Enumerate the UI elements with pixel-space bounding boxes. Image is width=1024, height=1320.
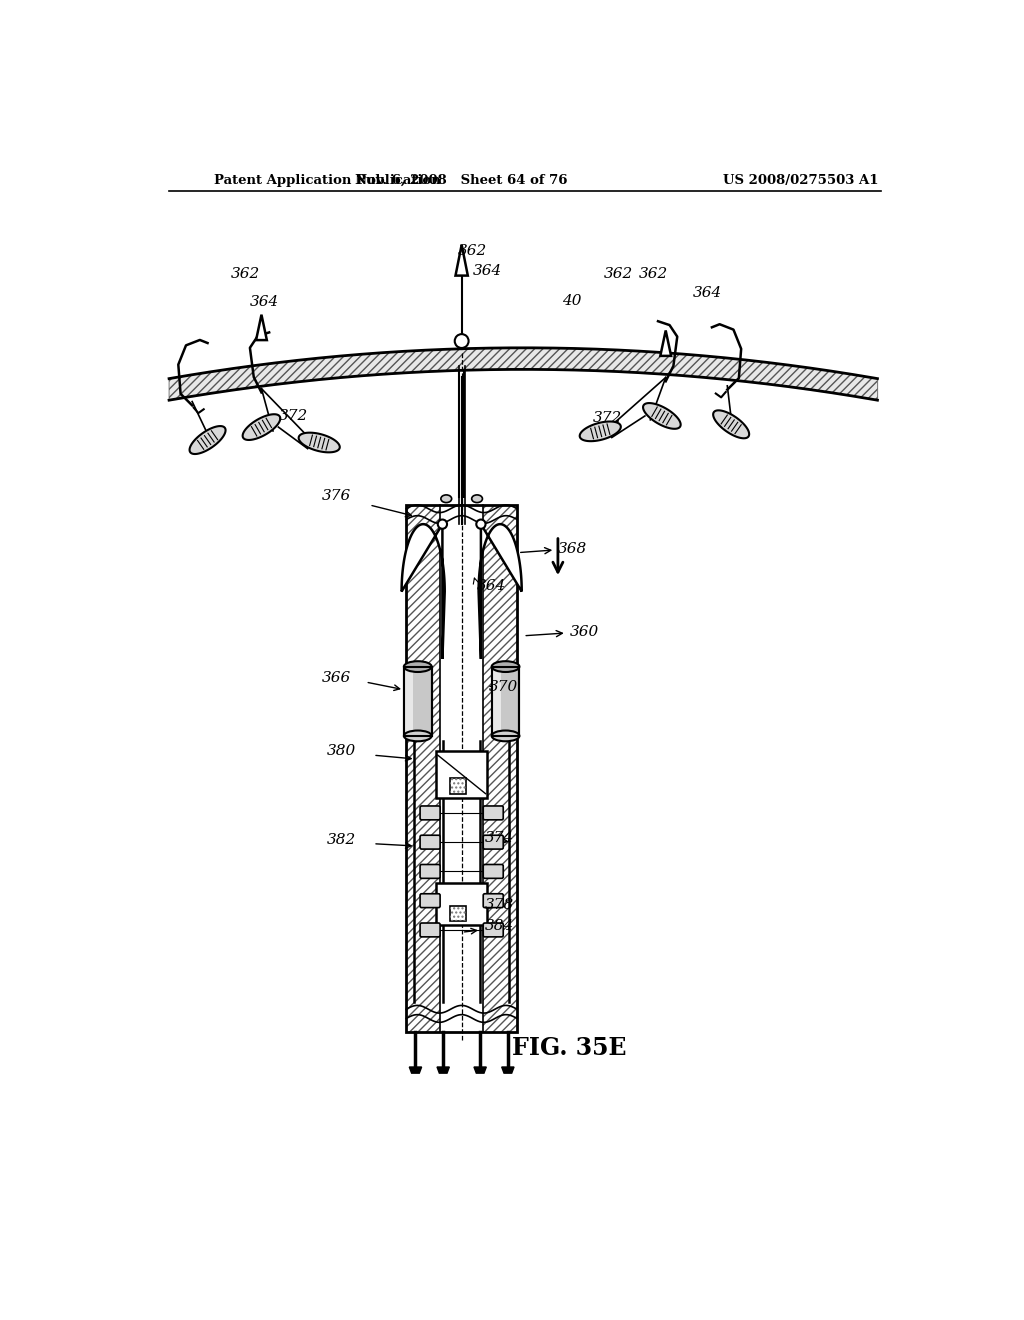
Text: 364: 364 <box>473 264 503 279</box>
Polygon shape <box>410 1067 422 1073</box>
Text: 382: 382 <box>327 833 356 846</box>
Bar <box>407 506 517 1032</box>
Bar <box>407 506 517 1032</box>
Polygon shape <box>580 421 621 441</box>
Text: 364: 364 <box>692 286 722 300</box>
Text: Patent Application Publication: Patent Application Publication <box>214 174 440 187</box>
Bar <box>492 667 501 737</box>
Bar <box>436 883 487 925</box>
Bar <box>451 779 466 793</box>
Text: 362: 362 <box>639 267 668 281</box>
Bar <box>451 779 466 793</box>
Circle shape <box>438 520 447 529</box>
FancyBboxPatch shape <box>420 807 440 820</box>
Bar <box>403 667 432 737</box>
Polygon shape <box>478 524 521 659</box>
Polygon shape <box>660 330 671 356</box>
Ellipse shape <box>403 730 432 742</box>
Bar <box>492 667 519 737</box>
Bar <box>403 667 432 737</box>
Polygon shape <box>256 314 267 341</box>
Polygon shape <box>401 524 444 659</box>
Bar <box>451 906 466 921</box>
Polygon shape <box>713 411 750 438</box>
Text: 372: 372 <box>593 411 622 425</box>
Text: 378: 378 <box>484 898 514 912</box>
FancyBboxPatch shape <box>420 865 440 878</box>
Circle shape <box>476 520 485 529</box>
FancyBboxPatch shape <box>483 807 503 820</box>
Ellipse shape <box>492 661 519 672</box>
Text: 360: 360 <box>526 624 599 639</box>
Polygon shape <box>474 1067 486 1073</box>
Ellipse shape <box>472 495 482 503</box>
Bar <box>492 667 519 737</box>
Text: 362: 362 <box>604 267 634 281</box>
Text: 370: 370 <box>488 680 518 694</box>
Text: 384: 384 <box>484 919 514 933</box>
Text: Nov. 6, 2008   Sheet 64 of 76: Nov. 6, 2008 Sheet 64 of 76 <box>355 174 568 187</box>
Polygon shape <box>456 244 468 276</box>
Text: 372: 372 <box>279 409 307 424</box>
Text: 374: 374 <box>484 832 514 845</box>
Bar <box>407 506 517 1032</box>
FancyBboxPatch shape <box>483 923 503 937</box>
Text: US 2008/0275503 A1: US 2008/0275503 A1 <box>723 174 879 187</box>
Ellipse shape <box>492 730 519 742</box>
Circle shape <box>455 334 469 348</box>
Bar <box>440 506 483 1032</box>
Text: 368: 368 <box>520 541 587 556</box>
FancyBboxPatch shape <box>483 894 503 908</box>
Text: 362: 362 <box>458 244 487 257</box>
FancyBboxPatch shape <box>420 894 440 908</box>
Text: 364: 364 <box>477 578 506 593</box>
FancyBboxPatch shape <box>420 836 440 849</box>
Ellipse shape <box>403 661 432 672</box>
Text: 364: 364 <box>250 296 280 309</box>
Polygon shape <box>437 1067 450 1073</box>
Bar <box>436 751 487 797</box>
Bar <box>451 906 466 921</box>
Polygon shape <box>243 414 281 440</box>
Polygon shape <box>643 403 681 429</box>
Text: 366: 366 <box>322 671 351 685</box>
Text: 376: 376 <box>322 490 351 503</box>
FancyBboxPatch shape <box>483 865 503 878</box>
Text: 40: 40 <box>562 294 582 308</box>
FancyBboxPatch shape <box>420 923 440 937</box>
FancyBboxPatch shape <box>483 836 503 849</box>
Text: 362: 362 <box>230 267 260 281</box>
Ellipse shape <box>441 495 452 503</box>
Polygon shape <box>502 1067 514 1073</box>
Bar <box>403 667 413 737</box>
Text: FIG. 35E: FIG. 35E <box>512 1036 627 1060</box>
Text: 380: 380 <box>327 744 356 758</box>
Polygon shape <box>189 426 225 454</box>
Polygon shape <box>299 433 340 453</box>
